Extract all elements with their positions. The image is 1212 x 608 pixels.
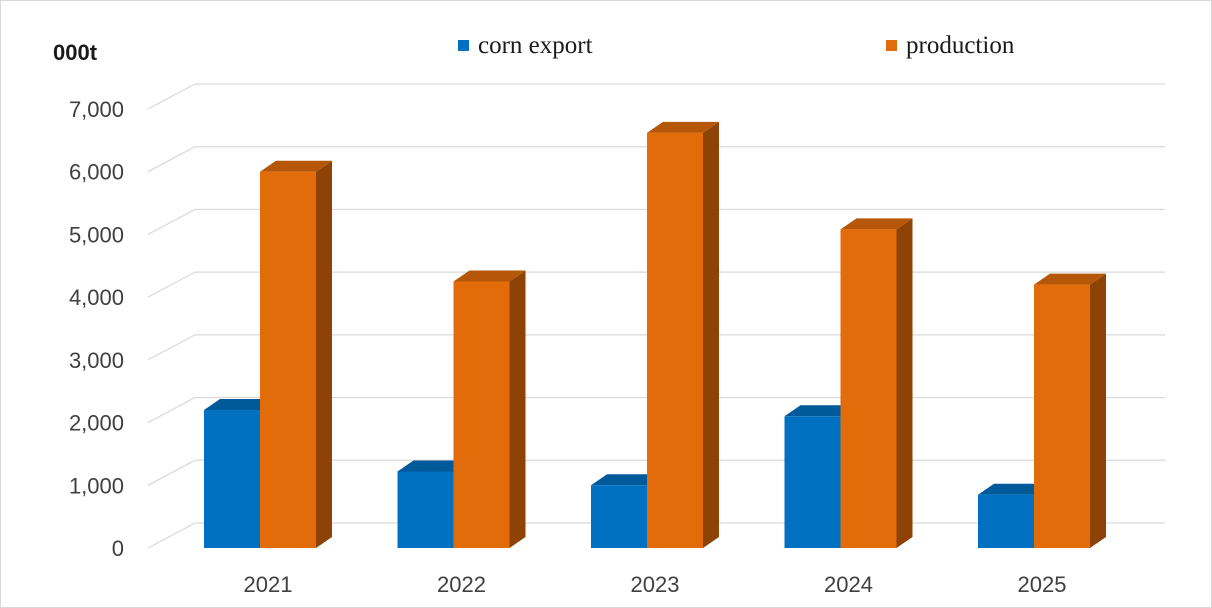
legend-item-corn-export: corn export <box>458 32 593 59</box>
y-tick-label: 2,000 <box>69 411 124 436</box>
y-tick-label: 3,000 <box>69 348 124 373</box>
legend-label: corn export <box>478 32 593 59</box>
legend-swatch <box>886 40 897 51</box>
gridline-diagonal <box>147 397 196 424</box>
y-tick-label: 0 <box>112 536 124 561</box>
bar-production-2022 <box>453 270 526 548</box>
y-tick-label: 6,000 <box>69 160 124 185</box>
bar-production-2024 <box>840 218 913 548</box>
x-tick-label: 2022 <box>437 572 486 597</box>
bar-production-2023 <box>647 121 719 549</box>
legend-label: production <box>906 32 1015 59</box>
y-tick-label: 7,000 <box>69 97 124 122</box>
gridline-diagonal <box>147 459 196 486</box>
x-tick-label: 2024 <box>824 572 873 597</box>
gridline-diagonal <box>147 271 196 298</box>
legend: corn export production <box>458 32 1015 59</box>
bar-corn-export-2023 <box>591 474 663 548</box>
y-tick-label: 5,000 <box>69 222 124 247</box>
y-axis-ticks: 0 1,000 2,000 3,000 4,000 5,000 6,000 7,000 <box>69 97 124 561</box>
bars <box>204 121 1106 549</box>
x-tick-label: 2021 <box>244 572 293 597</box>
gridline-diagonal <box>147 334 196 361</box>
legend-swatch <box>458 40 469 51</box>
gridline-diagonal <box>147 83 196 110</box>
y-tick-label: 4,000 <box>69 285 124 310</box>
y-tick-label: 1,000 <box>69 473 124 498</box>
unit-label: 000t <box>53 40 98 65</box>
gridline-diagonal <box>147 146 196 173</box>
x-tick-label: 2025 <box>1018 572 1067 597</box>
gridline-diagonal <box>147 208 196 235</box>
legend-item-production: production <box>886 32 1015 59</box>
x-tick-label: 2023 <box>631 572 680 597</box>
x-axis-ticks: 2021 2022 2023 2024 2025 <box>244 572 1067 597</box>
bar-production-2021 <box>260 160 332 548</box>
bar-production-2025 <box>1034 273 1106 548</box>
gridline-diagonal <box>147 522 196 549</box>
